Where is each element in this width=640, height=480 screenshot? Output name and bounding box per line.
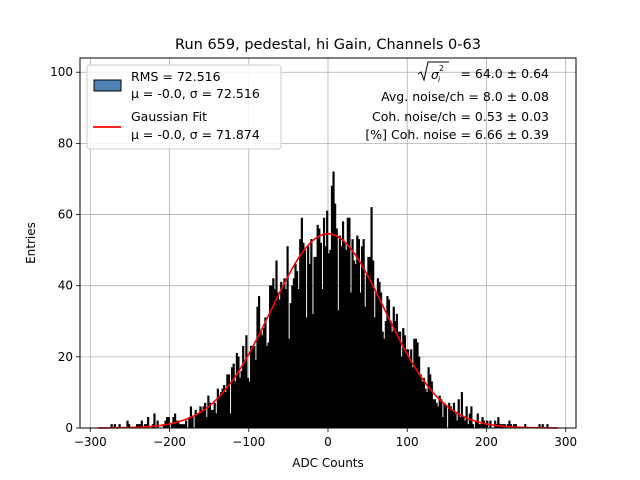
- sqrt-sigma-symbol: σ i 2: [417, 61, 449, 84]
- histogram-bar-set: [110, 171, 549, 429]
- y-tick-label: 20: [58, 350, 73, 364]
- y-tick-label: 40: [58, 279, 73, 293]
- x-axis-label: ADC Counts: [292, 456, 364, 470]
- legend-histogram-label: RMS = 72.516: [131, 69, 221, 84]
- y-axis-ticks: 0 20 40 60 80 100: [50, 65, 80, 435]
- x-tick-label: −200: [153, 435, 186, 449]
- legend-histogram-stats: μ = -0.0, σ = 72.516: [131, 86, 260, 101]
- annotation-avg-noise: Avg. noise/ch = 8.0 ± 0.08: [381, 89, 549, 104]
- x-tick-label: 300: [554, 435, 577, 449]
- annotation-coh-noise: Coh. noise/ch = 0.53 ± 0.03: [372, 109, 549, 124]
- x-tick-label: 100: [396, 435, 419, 449]
- svg-text:i: i: [438, 75, 441, 84]
- annotation-sigma-value: = 64.0 ± 0.64: [460, 66, 549, 81]
- legend: RMS = 72.516 μ = -0.0, σ = 72.516 Gaussi…: [86, 64, 282, 150]
- chart-title: Run 659, pedestal, hi Gain, Channels 0-6…: [175, 37, 481, 53]
- y-tick-label: 80: [58, 136, 73, 150]
- annotation-block: σ i 2 = 64.0 ± 0.64 Avg. noise/ch = 8.0 …: [365, 61, 549, 142]
- x-tick-label: −100: [232, 435, 265, 449]
- legend-fit-label: Gaussian Fit: [131, 109, 207, 124]
- annotation-coh-noise-percent: [%] Coh. noise = 6.66 ± 0.39: [365, 127, 549, 142]
- gaussian-fit-line: [98, 232, 558, 429]
- y-tick-label: 0: [65, 421, 73, 435]
- legend-fit-stats: μ = -0.0, σ = 71.874: [131, 127, 260, 142]
- y-tick-label: 60: [58, 208, 73, 222]
- x-tick-label: −300: [74, 435, 107, 449]
- y-tick-label: 100: [50, 65, 73, 79]
- y-axis-label: Entries: [24, 222, 38, 264]
- histogram-bars: [110, 171, 549, 429]
- x-tick-label: 0: [324, 435, 332, 449]
- legend-box: [86, 64, 282, 150]
- x-tick-label: 200: [475, 435, 498, 449]
- svg-text:2: 2: [439, 64, 444, 73]
- x-axis-ticks: −300 −200 −100 0 100 200 300: [74, 428, 577, 449]
- legend-swatch-histogram: [93, 79, 122, 92]
- svg-text:σ: σ: [431, 67, 440, 82]
